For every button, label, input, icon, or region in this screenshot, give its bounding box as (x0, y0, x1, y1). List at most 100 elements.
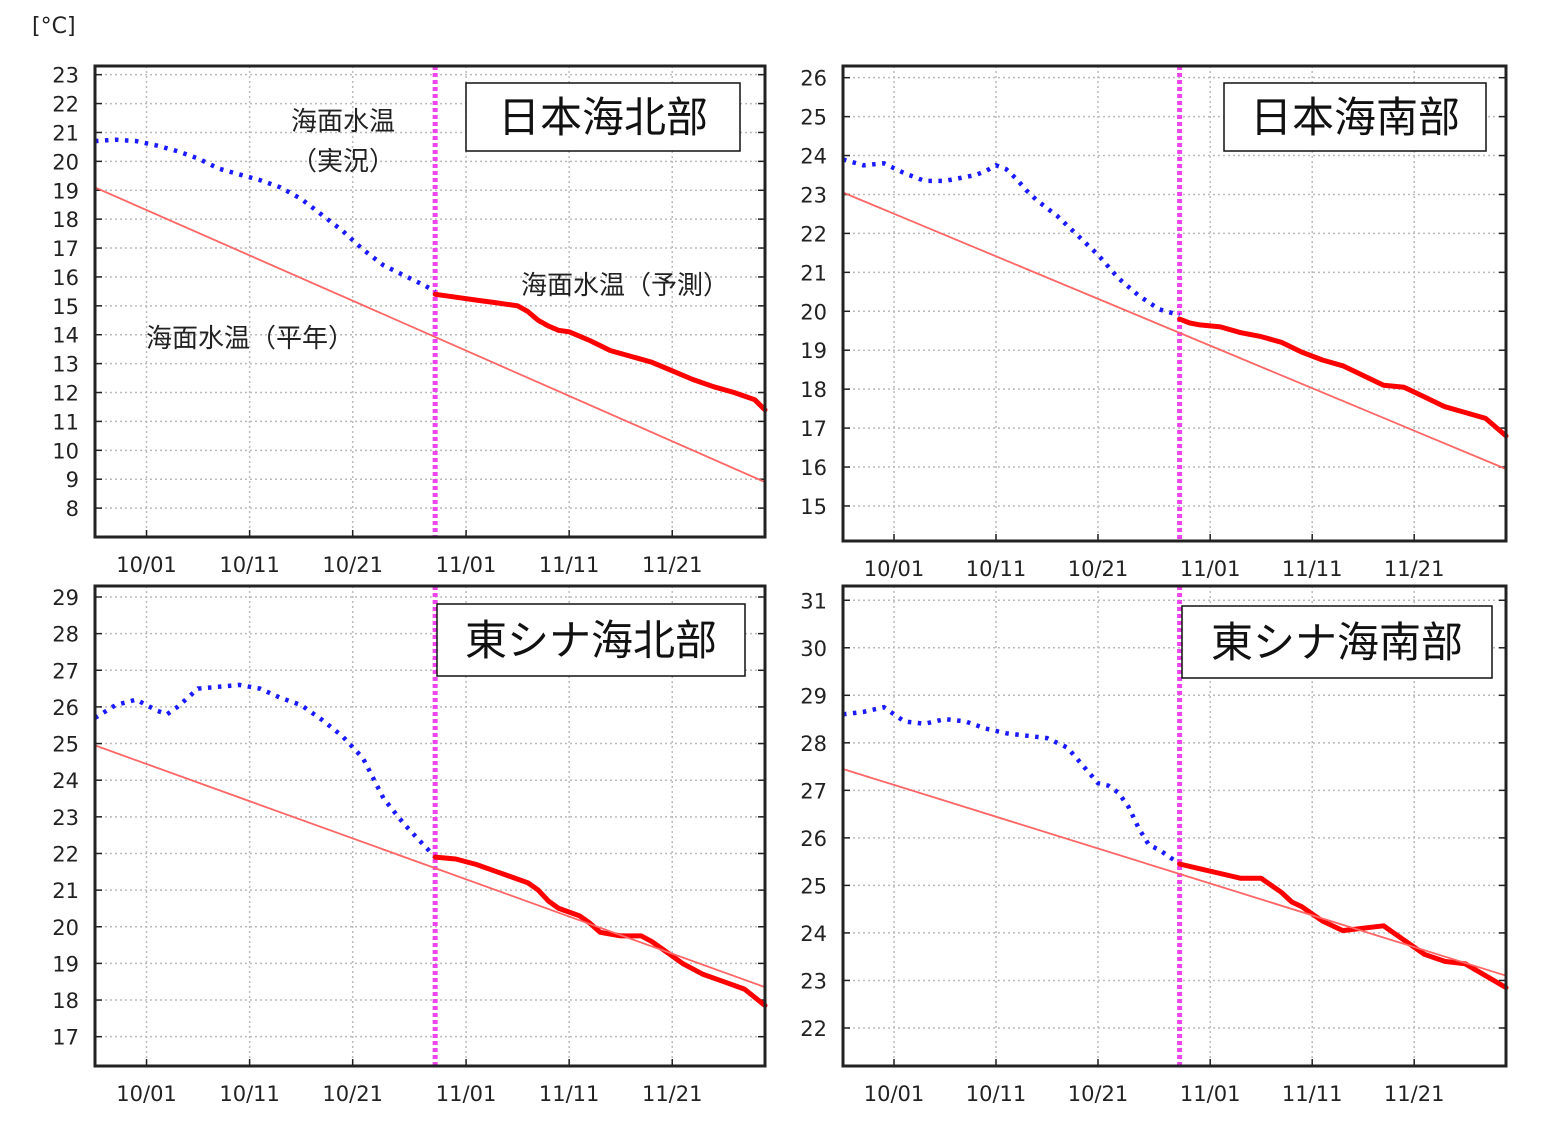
observed-series-line (94, 137, 437, 294)
x-tick-label: 11/21 (1384, 1082, 1445, 1106)
observed-series-line (842, 704, 1181, 866)
observed-annotation: （実況） (291, 147, 395, 177)
x-tick-label: 10/11 (219, 1082, 280, 1106)
observed-annotation: 海面水温 (291, 107, 395, 137)
y-tick-label: 9 (66, 468, 79, 492)
chart-title-box (465, 82, 741, 152)
y-tick-label: 17 (800, 417, 827, 441)
x-tick-label: 10/01 (116, 1082, 177, 1106)
x-tick-label: 10/21 (1068, 1082, 1129, 1106)
plot-frame (841, 584, 1508, 1068)
y-tick-label: 26 (52, 696, 79, 720)
y-tick-label: 26 (800, 67, 827, 91)
observed-series-line (93, 682, 437, 859)
y-tick-label: 22 (800, 1017, 827, 1041)
forecast-series-line (1177, 861, 1509, 991)
y-tick-label: 18 (52, 989, 79, 1013)
chart-title: 東シナ海北部 (465, 616, 717, 665)
x-tick-label: 11/11 (1282, 557, 1343, 581)
y-tick-label: 17 (52, 237, 79, 261)
forecast-series-line (432, 291, 768, 413)
y-tick-label: 11 (52, 410, 79, 434)
x-tick-label: 10/21 (1068, 557, 1129, 581)
chart-panel-1: 8 9 10 11 12 13 14 15 16 17 18 19 20 21 22 23 10/01 10/11… (52, 64, 768, 577)
chart-title-box (1181, 605, 1493, 679)
normal-series-line (94, 186, 766, 483)
y-tick-label: 28 (800, 732, 827, 756)
x-tick-label: 11/11 (539, 553, 600, 577)
y-tick-label: 18 (52, 208, 79, 232)
plot-frame (841, 64, 1508, 543)
y-tick-label: 21 (52, 879, 79, 903)
y-tick-label: 16 (52, 266, 79, 290)
y-tick-label: 30 (800, 637, 827, 661)
x-tick-label: 10/01 (864, 1082, 925, 1106)
forecast-series-line (1177, 316, 1509, 439)
y-tick-label: 24 (52, 769, 79, 793)
normal-series-line (842, 768, 1507, 977)
y-tick-label: 23 (800, 183, 827, 207)
y-tick-label: 27 (52, 659, 79, 683)
y-tick-label: 24 (800, 922, 827, 946)
y-tick-label: 23 (52, 806, 79, 830)
forecast-annotation: 海面水温（予測） (521, 271, 729, 301)
unit-label: [°C] (32, 14, 76, 39)
x-tick-label: 11/21 (642, 553, 703, 577)
chart-panel-2: 15 16 17 18 19 20 21 22 23 24 25 26 10/01 10/11 10/21 1… (800, 64, 1509, 581)
y-tick-label: 22 (800, 222, 827, 246)
y-tick-label: 8 (66, 497, 79, 521)
x-tick-label: 11/21 (642, 1082, 703, 1106)
x-tick-label: 10/11 (219, 553, 280, 577)
y-tick-label: 25 (800, 874, 827, 898)
x-tick-label: 10/11 (966, 557, 1027, 581)
x-tick-label: 11/01 (1180, 557, 1241, 581)
y-tick-label: 19 (800, 339, 827, 363)
x-tick-label: 10/21 (322, 1082, 383, 1106)
y-tick-label: 27 (800, 779, 827, 803)
y-tick-label: 16 (800, 456, 827, 480)
y-tick-label: 10 (52, 439, 79, 463)
x-tick-label: 11/11 (1282, 1082, 1343, 1106)
x-tick-label: 11/01 (436, 1082, 497, 1106)
x-tick-label: 11/21 (1384, 557, 1445, 581)
normal-annotation: 海面水温（平年） (146, 324, 354, 354)
x-tick-label: 10/21 (322, 553, 383, 577)
y-tick-label: 20 (52, 150, 79, 174)
chart-title: 日本海南部 (1250, 93, 1460, 142)
x-tick-label: 10/11 (966, 1082, 1027, 1106)
y-tick-label: 29 (800, 684, 827, 708)
normal-series-line (94, 744, 766, 989)
y-tick-label: 20 (52, 916, 79, 940)
x-tick-label: 11/11 (539, 1082, 600, 1106)
x-tick-label: 11/01 (436, 553, 497, 577)
chart-title: 日本海北部 (498, 93, 708, 142)
observed-series-line (842, 157, 1181, 318)
y-tick-label: 29 (52, 586, 79, 610)
y-tick-label: 21 (800, 261, 827, 285)
chart-panel-3: 17 18 19 20 21 22 23 24 25 26 27 28 29 10/01 10/11 10/2… (52, 584, 768, 1106)
chart-title: 東シナ海南部 (1211, 618, 1463, 667)
y-tick-label: 15 (800, 495, 827, 519)
y-tick-label: 17 (52, 1026, 79, 1050)
chart-panel-4: 22 23 24 25 26 27 28 29 30 31 10/01 10/11 10/21 11/01… (800, 584, 1509, 1106)
y-tick-label: 22 (52, 93, 79, 117)
y-tick-label: 25 (52, 733, 79, 757)
chart-title-box (1223, 82, 1487, 152)
y-tick-label: 31 (800, 589, 827, 613)
y-tick-label: 19 (52, 179, 79, 203)
y-tick-label: 26 (800, 827, 827, 851)
y-tick-label: 18 (800, 378, 827, 402)
y-tick-label: 22 (52, 842, 79, 866)
y-tick-label: 19 (52, 952, 79, 976)
forecast-series-line (432, 854, 768, 1008)
y-tick-label: 28 (52, 623, 79, 647)
y-tick-label: 13 (52, 353, 79, 377)
x-tick-label: 11/01 (1180, 1082, 1241, 1106)
chart-title-box (436, 603, 746, 677)
y-tick-label: 23 (800, 969, 827, 993)
y-tick-label: 20 (800, 300, 827, 324)
normal-series-line (842, 191, 1507, 470)
x-tick-label: 10/01 (116, 553, 177, 577)
y-tick-label: 15 (52, 295, 79, 319)
